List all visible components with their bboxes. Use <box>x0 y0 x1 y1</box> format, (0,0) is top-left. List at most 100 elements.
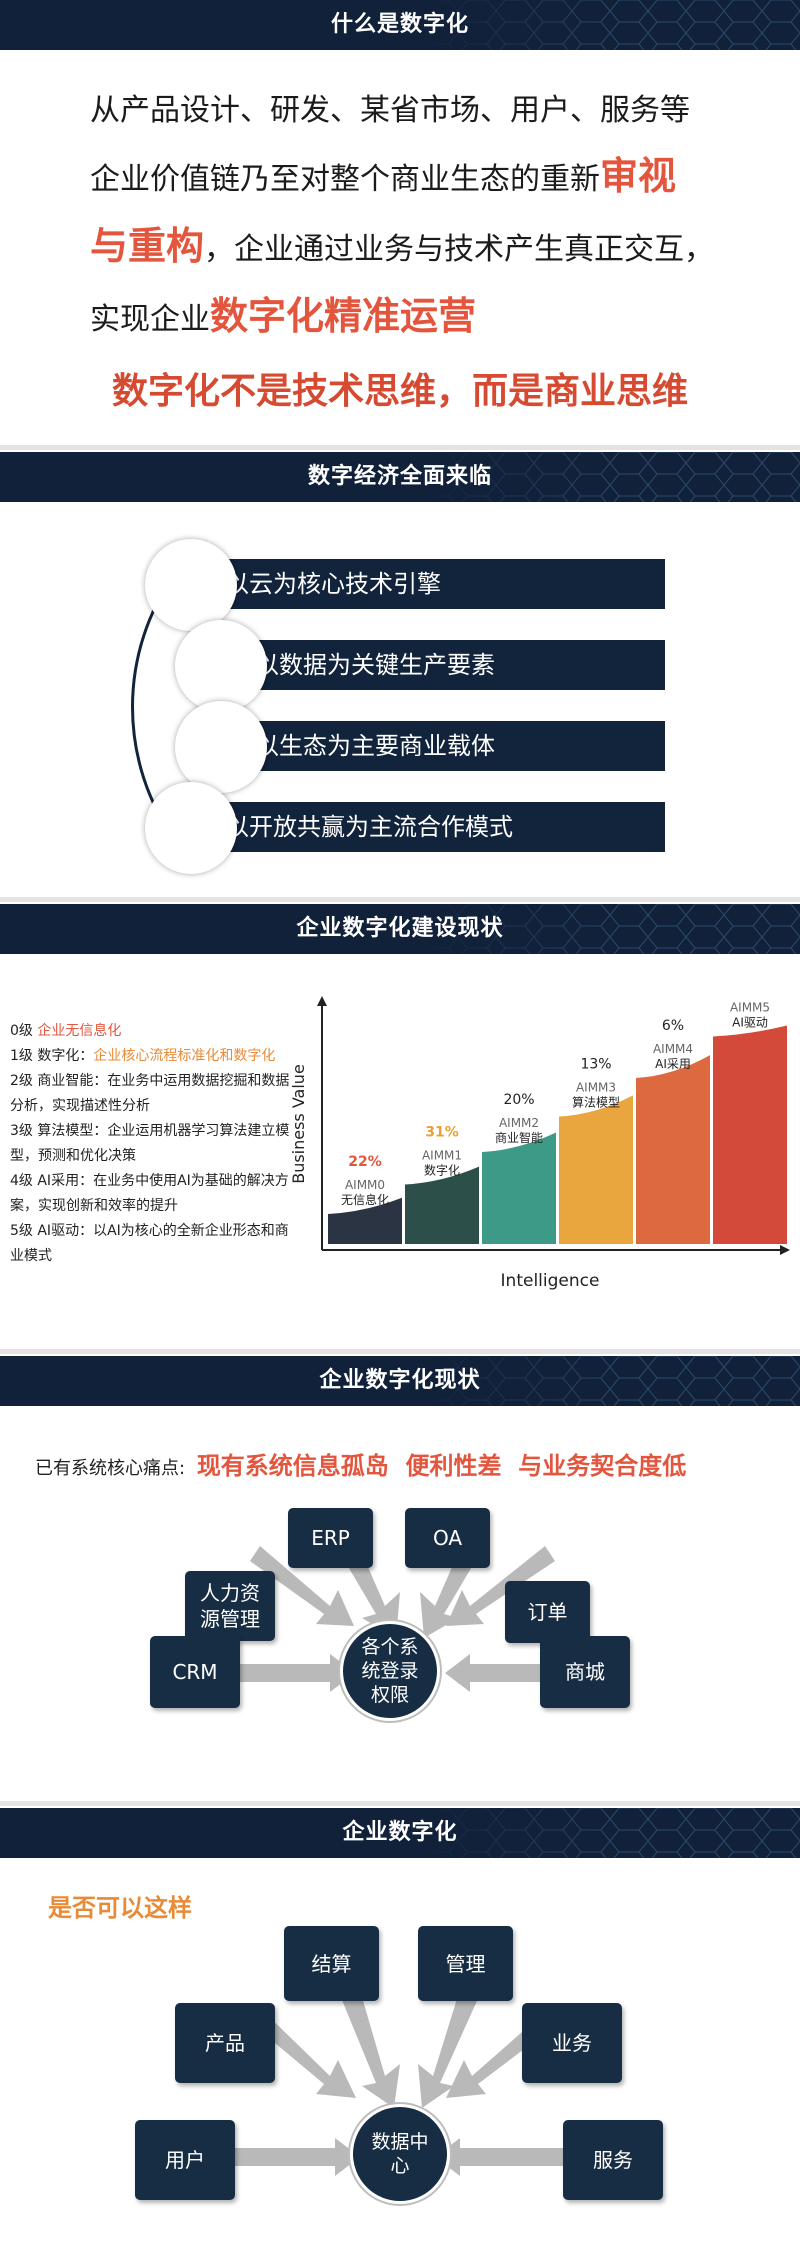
level-3: 3级 算法模型：企业运用机器学习算法建立模型，预测和优化决策 <box>10 1119 300 1169</box>
bullet-circle <box>145 539 237 631</box>
trend-label: 以生态为主要商业载体 <box>255 732 495 760</box>
category-name-label: 无信息化 <box>341 1192 389 1207</box>
box-label: 产品 <box>205 2031 245 2055</box>
bullet-circle <box>145 782 237 874</box>
header-grid-decoration <box>420 904 800 954</box>
level-4: 4级 AI采用：在业务中使用AI为基础的解决方案，实现创新和效率的提升 <box>10 1169 300 1219</box>
slide-header: 企业数字化建设现状 <box>0 904 800 954</box>
box-label: 服务 <box>593 2148 633 2172</box>
category-name-label: 商业智能 <box>495 1130 543 1145</box>
box-label: OA <box>432 1526 463 1550</box>
module-box-management: 管理 <box>418 1926 513 2001</box>
pain-label: 已有系统核心痛点: <box>35 1458 186 1479</box>
text: 实现企业 <box>90 302 210 337</box>
slide-divider <box>0 445 800 450</box>
bar-aimm3 <box>559 1095 633 1244</box>
value-label: 22% <box>348 1154 382 1170</box>
slide-divider <box>0 1801 800 1806</box>
level-text: 在业务中使用AI为基础的解决方案，实现创新和效率的提升 <box>10 1173 289 1214</box>
category-code-label: AIMM2 <box>499 1116 539 1130</box>
system-box-crm: CRM <box>150 1636 240 1708</box>
header-grid-decoration <box>420 1356 800 1406</box>
box-label: 商城 <box>565 1660 605 1684</box>
level-text: 在业务中运用数据挖掘和数据分析，实现描述性分析 <box>10 1073 290 1114</box>
category-name-label: AI采用 <box>655 1057 691 1071</box>
highlight-text: 与重构 <box>90 224 205 268</box>
definition-line-1: 从产品设计、研发、某省市场、用户、服务等 <box>90 90 730 132</box>
text: 从产品设计、研发、某省市场、用户、服务等 <box>90 93 690 128</box>
pain-text: 现有系统信息孤岛 便利性差 与业务契合度低 <box>196 1452 687 1480</box>
definition-line-4: 实现企业数字化精准运营 <box>90 295 730 341</box>
level-prefix: 0级 <box>10 1023 38 1039</box>
level-prefix: 3级 算法模型： <box>10 1123 108 1139</box>
slide-construction-status: 企业数字化建设现状 0级 企业无信息化 1级 数字化：企业核心流程标准化和数字化… <box>0 904 800 1354</box>
slide-digitalization: 企业数字化 是否可以这样 结算 管理 产品 业务 用户 服务 数据中心 <box>0 1808 800 2259</box>
module-box-user: 用户 <box>135 2120 235 2200</box>
category-name-label: 数字化 <box>424 1163 460 1178</box>
slide-current-status: 企业数字化现状 已有系统核心痛点: 现有系统信息孤岛 便利性差 与业务契合度低 … <box>0 1356 800 1806</box>
slide-header: 数字经济全面来临 <box>0 452 800 502</box>
category-code-label: AIMM5 <box>730 1001 770 1015</box>
header-grid-decoration <box>420 0 800 50</box>
bar-aimm2 <box>482 1132 556 1244</box>
level-text: 企业运用机器学习算法建立模型，预测和优化决策 <box>10 1123 290 1164</box>
y-axis-label: Business Value <box>290 1064 308 1184</box>
bullet-circle <box>175 701 267 793</box>
y-axis-arrow <box>317 996 327 1006</box>
bar-aimm5 <box>713 1025 787 1244</box>
box-label: 用户 <box>165 2148 205 2172</box>
box-label: ERP <box>311 1526 350 1550</box>
bar-aimm1 <box>405 1166 479 1244</box>
module-box-service: 服务 <box>563 2120 663 2200</box>
level-text: 企业核心流程标准化和数字化 <box>93 1048 276 1064</box>
slide-title: 企业数字化建设现状 <box>296 916 504 941</box>
level-prefix: 5级 AI驱动： <box>10 1223 94 1239</box>
level-1: 1级 数字化：企业核心流程标准化和数字化 <box>10 1044 300 1069</box>
bullet-circle <box>175 620 267 712</box>
value-label: 13% <box>580 1057 611 1073</box>
x-axis-label: Intelligence <box>501 1271 600 1291</box>
highlight-text: 审视 <box>600 154 677 198</box>
slide-title: 什么是数字化 <box>330 12 469 37</box>
key-statement: 数字化不是技术思维，而是商业思维 <box>111 371 688 412</box>
category-code-label: AIMM4 <box>653 1042 693 1056</box>
value-label: 6% <box>662 1018 684 1034</box>
trend-label: 以数据为关键生产要素 <box>255 651 495 679</box>
slide-divider <box>0 1349 800 1354</box>
data-center-hub: 数据中心 <box>350 2104 450 2204</box>
level-0: 0级 企业无信息化 <box>10 1019 300 1044</box>
slide-divider <box>0 897 800 902</box>
definition-line-2: 企业价值链乃至对整个商业生态的重新审视 <box>90 155 730 201</box>
category-code-label: AIMM1 <box>422 1149 462 1163</box>
trend-label: 以云为核心技术引擎 <box>225 570 441 598</box>
module-box-product: 产品 <box>175 2003 275 2083</box>
hub-label: 数据中心 <box>371 2131 429 2177</box>
module-box-settlement: 结算 <box>284 1926 379 2001</box>
hub-label: 各个系统登录权限 <box>361 1636 419 1706</box>
slide-header: 企业数字化 <box>0 1808 800 1858</box>
slide-what-is-digitalization: 什么是数字化 从产品设计、研发、某省市场、用户、服务等 企业价值链乃至对整个商业… <box>0 0 800 450</box>
box-label: 订单 <box>527 1600 568 1624</box>
system-box-mall: 商城 <box>540 1636 630 1708</box>
level-prefix: 4级 AI采用： <box>10 1173 94 1189</box>
box-label: 业务 <box>552 2031 592 2055</box>
question-text: 是否可以这样 <box>48 1894 192 1922</box>
box-label: CRM <box>172 1660 218 1684</box>
trend-bar-1: 以云为核心技术引擎 <box>195 559 665 609</box>
bar-aimm0 <box>328 1197 402 1244</box>
category-code-label: AIMM0 <box>345 1178 385 1192</box>
pain-points: 已有系统核心痛点: 现有系统信息孤岛 便利性差 与业务契合度低 <box>35 1446 686 1481</box>
system-box-order: 订单 <box>505 1581 590 1643</box>
slide-title: 企业数字化现状 <box>319 1368 481 1393</box>
level-prefix: 1级 数字化： <box>10 1048 94 1064</box>
category-name-label: 算法模型 <box>572 1095 620 1110</box>
value-label: 31% <box>425 1125 459 1141</box>
system-box-erp: ERP <box>288 1508 373 1568</box>
trend-bar-4: 以开放共赢为主流合作模式 <box>195 802 665 852</box>
level-2: 2级 商业智能：在业务中运用数据挖掘和数据分析，实现描述性分析 <box>10 1069 300 1119</box>
slide-digital-economy: 数字经济全面来临 以云为核心技术引擎 以数据为关键生产要素 以生态为主要商业载体… <box>0 452 800 902</box>
highlight-text: 数字化精准运营 <box>210 294 477 338</box>
x-axis-arrow <box>780 1245 790 1255</box>
slide-title: 企业数字化 <box>342 1820 458 1845</box>
